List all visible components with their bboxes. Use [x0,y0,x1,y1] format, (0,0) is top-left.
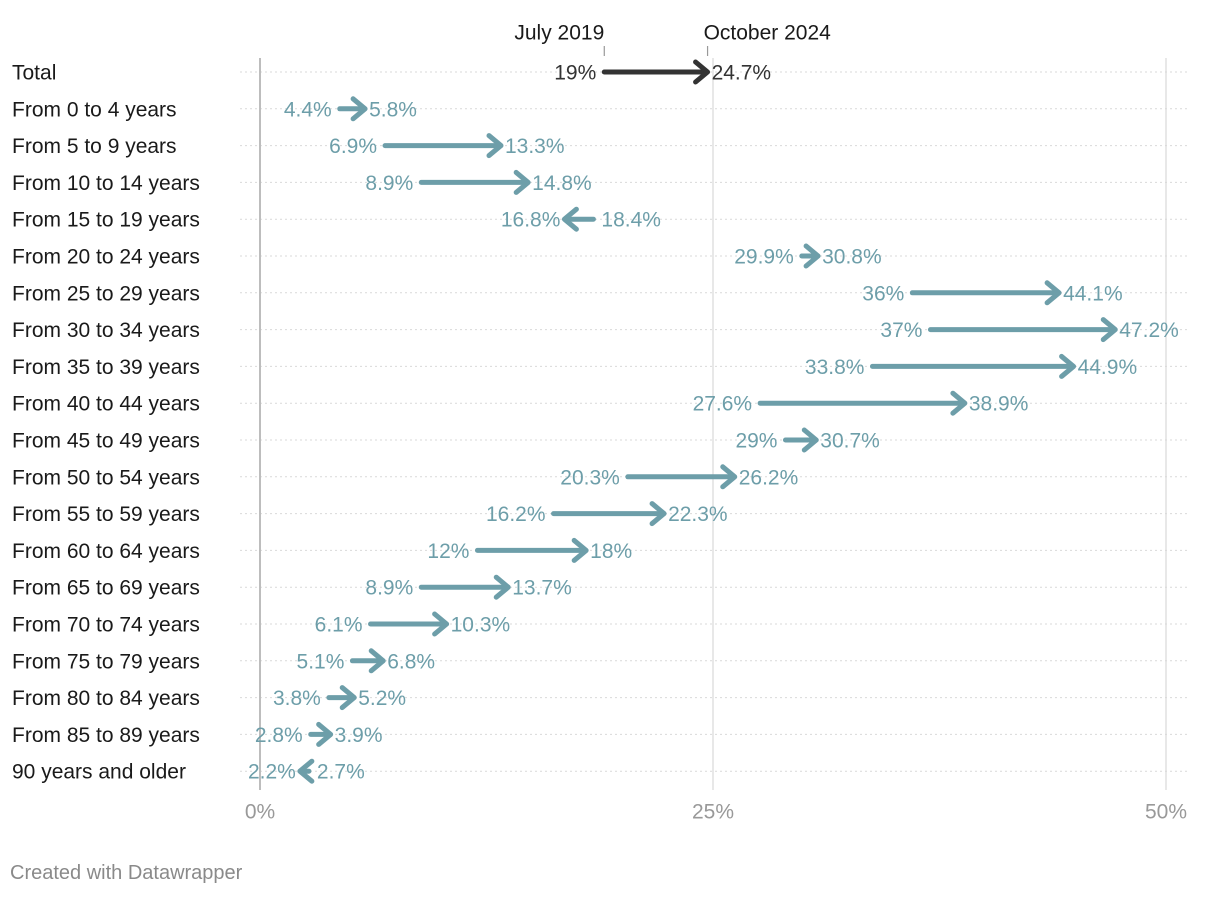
end-value-label: 16.8% [501,209,561,232]
arrow-head [561,206,579,232]
arrow-head [316,721,334,747]
arrow-head [368,648,386,674]
category-label: From 0 to 4 years [12,98,177,121]
end-value-label: 13.3% [505,135,565,158]
arrow-head [493,574,511,600]
start-value-label: 37% [880,319,922,342]
end-value-label: 5.2% [358,687,406,710]
arrow-head [801,427,819,453]
arrow-head [339,685,357,711]
start-value-label: 12% [427,540,469,563]
arrow-head [486,133,504,159]
end-value-label: 14.8% [532,172,592,195]
start-value-label: 2.7% [317,761,365,784]
category-label: From 55 to 59 years [12,503,200,526]
category-label: From 20 to 24 years [12,246,200,269]
start-value-label: 33.8% [805,356,865,379]
end-value-label: 38.9% [969,393,1029,416]
x-tick-label: 25% [692,801,734,824]
category-label: 90 years and older [12,761,186,784]
end-value-label: 44.1% [1063,282,1123,305]
category-label: From 15 to 19 years [12,209,200,232]
arrow-head [513,169,531,195]
x-tick-label: 50% [1145,801,1187,824]
arrow-head [350,96,368,122]
start-value-label: 18.4% [601,209,661,232]
end-value-label: 2.2% [248,761,296,784]
start-value-label: 16.2% [486,503,546,526]
legend-start-label: July 2019 [514,22,604,45]
start-value-label: 4.4% [284,98,332,121]
start-value-label: 36% [862,282,904,305]
category-label: From 75 to 79 years [12,650,200,673]
category-label: From 5 to 9 years [12,135,177,158]
end-value-label: 26.2% [739,466,799,489]
category-label: From 40 to 44 years [12,393,200,416]
start-value-label: 8.9% [365,172,413,195]
start-value-label: 6.9% [329,135,377,158]
start-value-label: 27.6% [693,393,753,416]
arrow-head [803,243,821,269]
end-value-label: 44.9% [1078,356,1138,379]
footer-credit[interactable]: Created with Datawrapper [10,862,243,884]
start-value-label: 2.8% [255,724,303,747]
arrow-head [1059,353,1077,379]
start-value-label: 19% [554,62,596,85]
start-value-label: 3.8% [273,687,321,710]
category-label: From 80 to 84 years [12,687,200,710]
category-label: From 30 to 34 years [12,319,200,342]
start-value-label: 29% [735,430,777,453]
end-value-label: 10.3% [451,614,511,637]
category-label: From 70 to 74 years [12,614,200,637]
arrow-head [432,611,450,637]
start-value-label: 5.1% [297,650,345,673]
category-label: From 50 to 54 years [12,466,200,489]
arrow-head [693,59,711,85]
start-value-label: 8.9% [365,577,413,600]
end-value-label: 13.7% [512,577,572,600]
start-value-label: 6.1% [315,614,363,637]
end-value-label: 5.8% [369,98,417,121]
arrow-head [1044,280,1062,306]
arrow-head [571,537,589,563]
arrow-head [720,464,738,490]
end-value-label: 30.7% [820,430,880,453]
end-value-label: 3.9% [335,724,383,747]
arrow-head [649,501,667,527]
arrow-head [297,758,315,784]
category-label: From 60 to 64 years [12,540,200,563]
end-value-label: 24.7% [712,62,772,85]
end-value-label: 22.3% [668,503,728,526]
end-value-label: 18% [590,540,632,563]
category-label: Total [12,62,56,85]
end-value-label: 30.8% [822,246,882,269]
start-value-label: 29.9% [734,246,794,269]
end-value-label: 47.2% [1119,319,1179,342]
category-label: From 25 to 29 years [12,282,200,305]
arrow-head [1100,317,1118,343]
category-label: From 10 to 14 years [12,172,200,195]
x-tick-label: 0% [245,801,275,824]
category-label: From 45 to 49 years [12,430,200,453]
start-value-label: 20.3% [560,466,620,489]
arrow-head [950,390,968,416]
category-label: From 65 to 69 years [12,577,200,600]
legend-end-label: October 2024 [704,22,832,45]
end-value-label: 6.8% [387,650,435,673]
category-label: From 35 to 39 years [12,356,200,379]
category-label: From 85 to 89 years [12,724,200,747]
